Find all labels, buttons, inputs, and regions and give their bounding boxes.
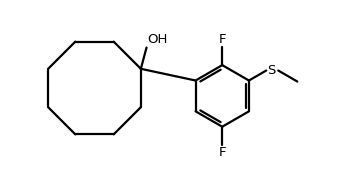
Text: F: F xyxy=(218,33,226,46)
Text: OH: OH xyxy=(148,33,168,46)
Text: F: F xyxy=(218,146,226,159)
Text: S: S xyxy=(267,64,275,77)
